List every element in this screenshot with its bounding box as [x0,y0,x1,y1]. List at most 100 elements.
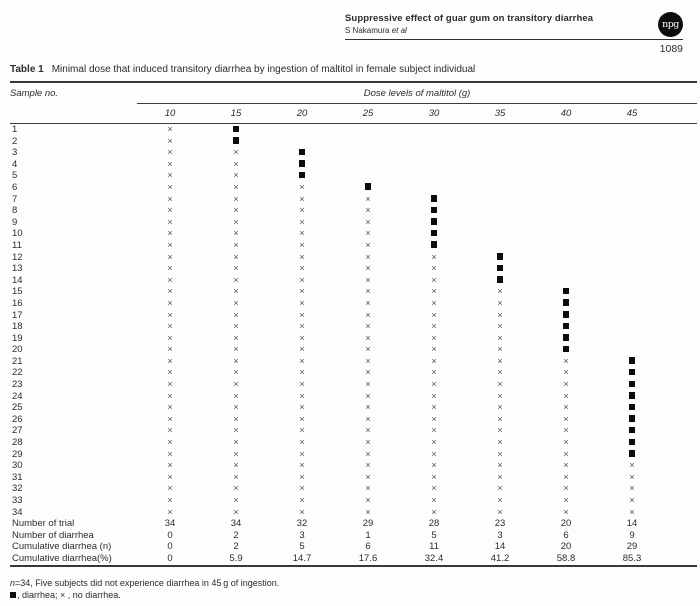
mark-cell [599,333,665,345]
table-row: 24 × × × × × × × [10,391,697,403]
page-number: 1089 [659,43,683,55]
mark-cell [599,391,665,403]
mark-cell: × [533,402,599,414]
mark-cell: × [269,228,335,240]
mark-cell: × [335,437,401,449]
summary-value-cell: 11 [429,541,439,553]
footnote-legend-text: , diarrhea; × , no diarrhea. [17,589,121,600]
running-title: Suppressive effect of guar gum on transi… [345,13,594,24]
mark-cell: × [269,425,335,437]
mark-cell [269,170,335,182]
no-diarrhea-cross-marker: × [497,390,503,401]
no-diarrhea-cross-marker: × [233,506,239,517]
mark-cell [401,170,467,182]
summary-value-cell: 14 [494,541,506,553]
mark-cell: × [467,298,533,310]
no-diarrhea-cross-marker: × [233,147,239,158]
row-spacer-cell [665,356,697,368]
mark-cell: × [137,437,203,449]
table-label: Table 1 [10,64,44,75]
no-diarrhea-cross-marker: × [167,425,173,436]
no-diarrhea-cross-marker: × [233,297,239,308]
row-spacer-cell [665,437,697,449]
mark-cell [533,124,599,136]
no-diarrhea-cross-marker: × [299,495,305,505]
summary-value-cell: 6 [563,529,569,541]
mark-cell: × [137,414,203,426]
no-diarrhea-cross-marker: × [497,286,503,297]
mark-cell: × [335,263,401,275]
no-diarrhea-cross-marker: × [167,205,173,216]
mark-cell: × [137,367,203,379]
row-spacer-cell [665,530,697,542]
summary-value-cell: 28 [428,518,440,530]
no-diarrhea-cross-marker: × [167,483,173,494]
authors-etal: et al [391,26,407,35]
no-diarrhea-cross-marker: × [299,483,305,494]
mark-cell: × [335,402,401,414]
table-row: 16 × × × × × × [10,298,697,310]
mark-cell [533,170,599,182]
summary-value-cell: 32.4 [424,552,444,564]
mark-cell [599,252,665,264]
mark-cell [467,217,533,229]
dose-header-cell: 25 [335,103,401,124]
no-diarrhea-cross-marker: × [233,448,239,459]
mark-cell [599,344,665,356]
mark-cell: × [137,333,203,345]
no-diarrhea-cross-marker: × [431,437,437,448]
mark-cell: × [269,298,335,310]
mark-cell: × [335,460,401,472]
mark-cell [467,240,533,252]
mark-cell: × [335,367,401,379]
mark-cell [533,159,599,171]
mark-cell: × [401,402,467,414]
mark-cell: × [335,275,401,287]
mark-cell: × [203,472,269,484]
no-diarrhea-cross-marker: × [497,344,503,355]
mark-cell: × [533,483,599,495]
mark-cell: × [335,356,401,368]
row-spacer-cell [665,194,697,206]
mark-cell: × [269,402,335,414]
diarrhea-square-marker [562,345,570,353]
no-diarrhea-cross-marker: × [431,367,437,378]
mark-cell: × [269,356,335,368]
diarrhea-square-marker [232,125,240,132]
sample-no-cell: 13 [12,263,23,275]
summary-value-cell: 0 [167,541,173,553]
mark-cell: × [533,414,599,426]
mark-cell: × [401,472,467,484]
table-row: 29 × × × × × × × [10,449,697,461]
table-row: 26 × × × × × × × [10,414,697,426]
no-diarrhea-cross-marker: × [167,147,173,158]
no-diarrhea-cross-marker: × [497,321,503,332]
mark-cell [335,182,401,194]
row-spacer-cell [665,379,697,391]
no-diarrhea-cross-marker: × [563,437,569,448]
mark-cell [467,124,533,136]
mark-cell: × [203,286,269,298]
no-diarrhea-cross-marker: × [431,297,437,308]
mark-cell: × [335,344,401,356]
mark-cell: × [203,228,269,240]
mark-cell [467,205,533,217]
no-diarrhea-cross-marker: × [299,379,305,390]
mark-cell: × [335,425,401,437]
no-diarrhea-cross-marker: × [497,425,503,436]
table-caption-text: Minimal dose that induced transitory dia… [51,64,476,75]
mark-cell: × [137,159,203,171]
mark-cell: × [401,425,467,437]
summary-value-cell: 9 [629,529,635,541]
diarrhea-square-marker [628,357,636,364]
diarrhea-square-marker [430,241,438,248]
no-diarrhea-cross-marker: × [233,286,239,297]
mark-cell: × [137,402,203,414]
no-diarrhea-cross-marker: × [497,332,503,343]
no-diarrhea-cross-marker: × [365,390,371,401]
no-diarrhea-cross-marker: × [299,402,305,413]
table-row: 3 × × [10,147,697,159]
footnote-sample-size: n=34, Five subjects did not experience d… [10,577,697,589]
table-row: 28 × × × × × × × [10,437,697,449]
sample-no-cell: 19 [12,332,23,344]
